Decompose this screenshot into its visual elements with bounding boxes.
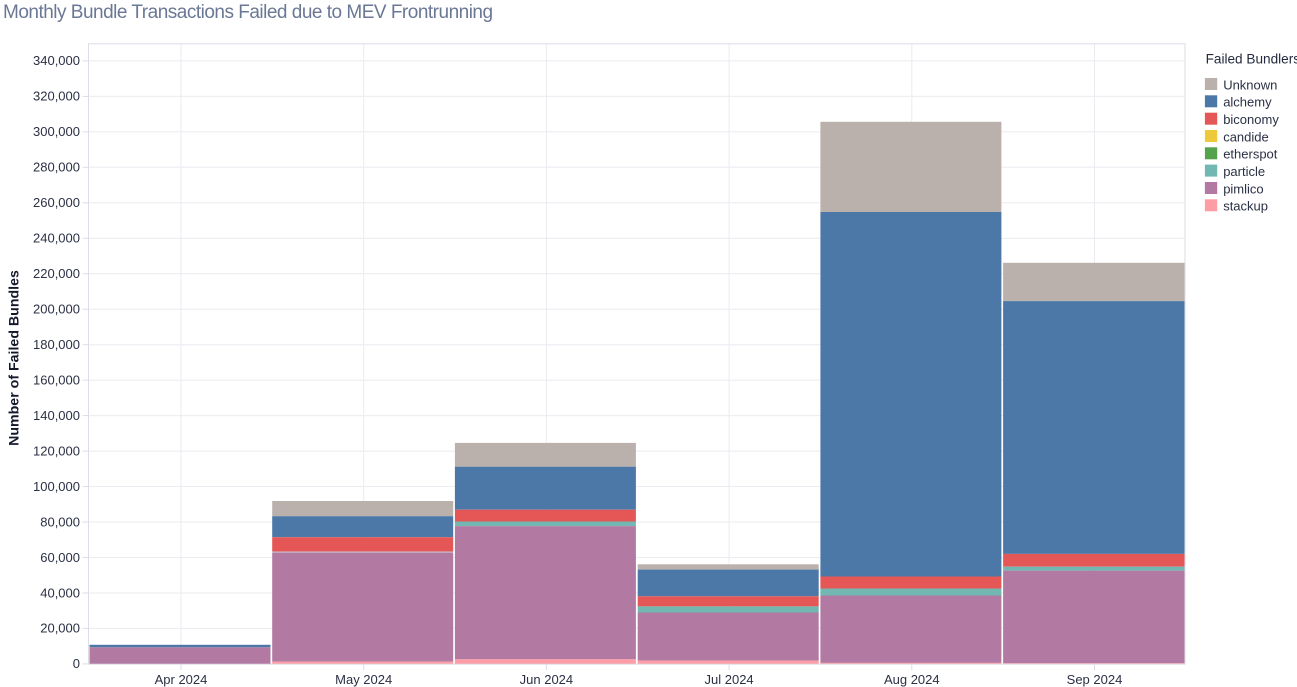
svg-text:stackup: stackup xyxy=(1223,199,1268,214)
svg-text:candide: candide xyxy=(1223,129,1269,144)
svg-text:particle: particle xyxy=(1223,164,1265,179)
svg-text:280,000: 280,000 xyxy=(33,160,80,175)
svg-text:160,000: 160,000 xyxy=(33,372,80,387)
svg-text:240,000: 240,000 xyxy=(33,231,80,246)
svg-text:Aug 2024: Aug 2024 xyxy=(884,672,940,687)
svg-text:180,000: 180,000 xyxy=(33,337,80,352)
svg-text:etherspot: etherspot xyxy=(1223,147,1278,162)
svg-text:140,000: 140,000 xyxy=(33,408,80,423)
svg-text:340,000: 340,000 xyxy=(33,53,80,68)
svg-text:20,000: 20,000 xyxy=(40,621,80,636)
svg-text:260,000: 260,000 xyxy=(33,195,80,210)
svg-text:pimlico: pimlico xyxy=(1223,181,1263,196)
svg-text:Monthly Bundle Transactions Fa: Monthly Bundle Transactions Failed due t… xyxy=(3,2,493,23)
svg-text:biconomy: biconomy xyxy=(1223,112,1279,127)
svg-text:80,000: 80,000 xyxy=(40,514,80,529)
svg-text:alchemy: alchemy xyxy=(1223,95,1272,110)
svg-text:320,000: 320,000 xyxy=(33,89,80,104)
svg-text:60,000: 60,000 xyxy=(40,550,80,565)
svg-text:40,000: 40,000 xyxy=(40,585,80,600)
svg-text:Jun 2024: Jun 2024 xyxy=(520,672,574,687)
svg-text:Number of Failed Bundles: Number of Failed Bundles xyxy=(7,270,23,446)
svg-text:120,000: 120,000 xyxy=(33,443,80,458)
svg-text:Jul 2024: Jul 2024 xyxy=(705,672,754,687)
svg-text:Sep 2024: Sep 2024 xyxy=(1067,672,1123,687)
svg-text:300,000: 300,000 xyxy=(33,124,80,139)
svg-text:200,000: 200,000 xyxy=(33,302,80,317)
svg-text:100,000: 100,000 xyxy=(33,479,80,494)
svg-text:Apr 2024: Apr 2024 xyxy=(155,672,208,687)
svg-text:Failed Bundlers: Failed Bundlers xyxy=(1206,52,1297,67)
svg-text:0: 0 xyxy=(73,656,80,671)
svg-text:220,000: 220,000 xyxy=(33,266,80,281)
svg-text:Unknown: Unknown xyxy=(1223,77,1277,92)
svg-text:May 2024: May 2024 xyxy=(335,672,392,687)
